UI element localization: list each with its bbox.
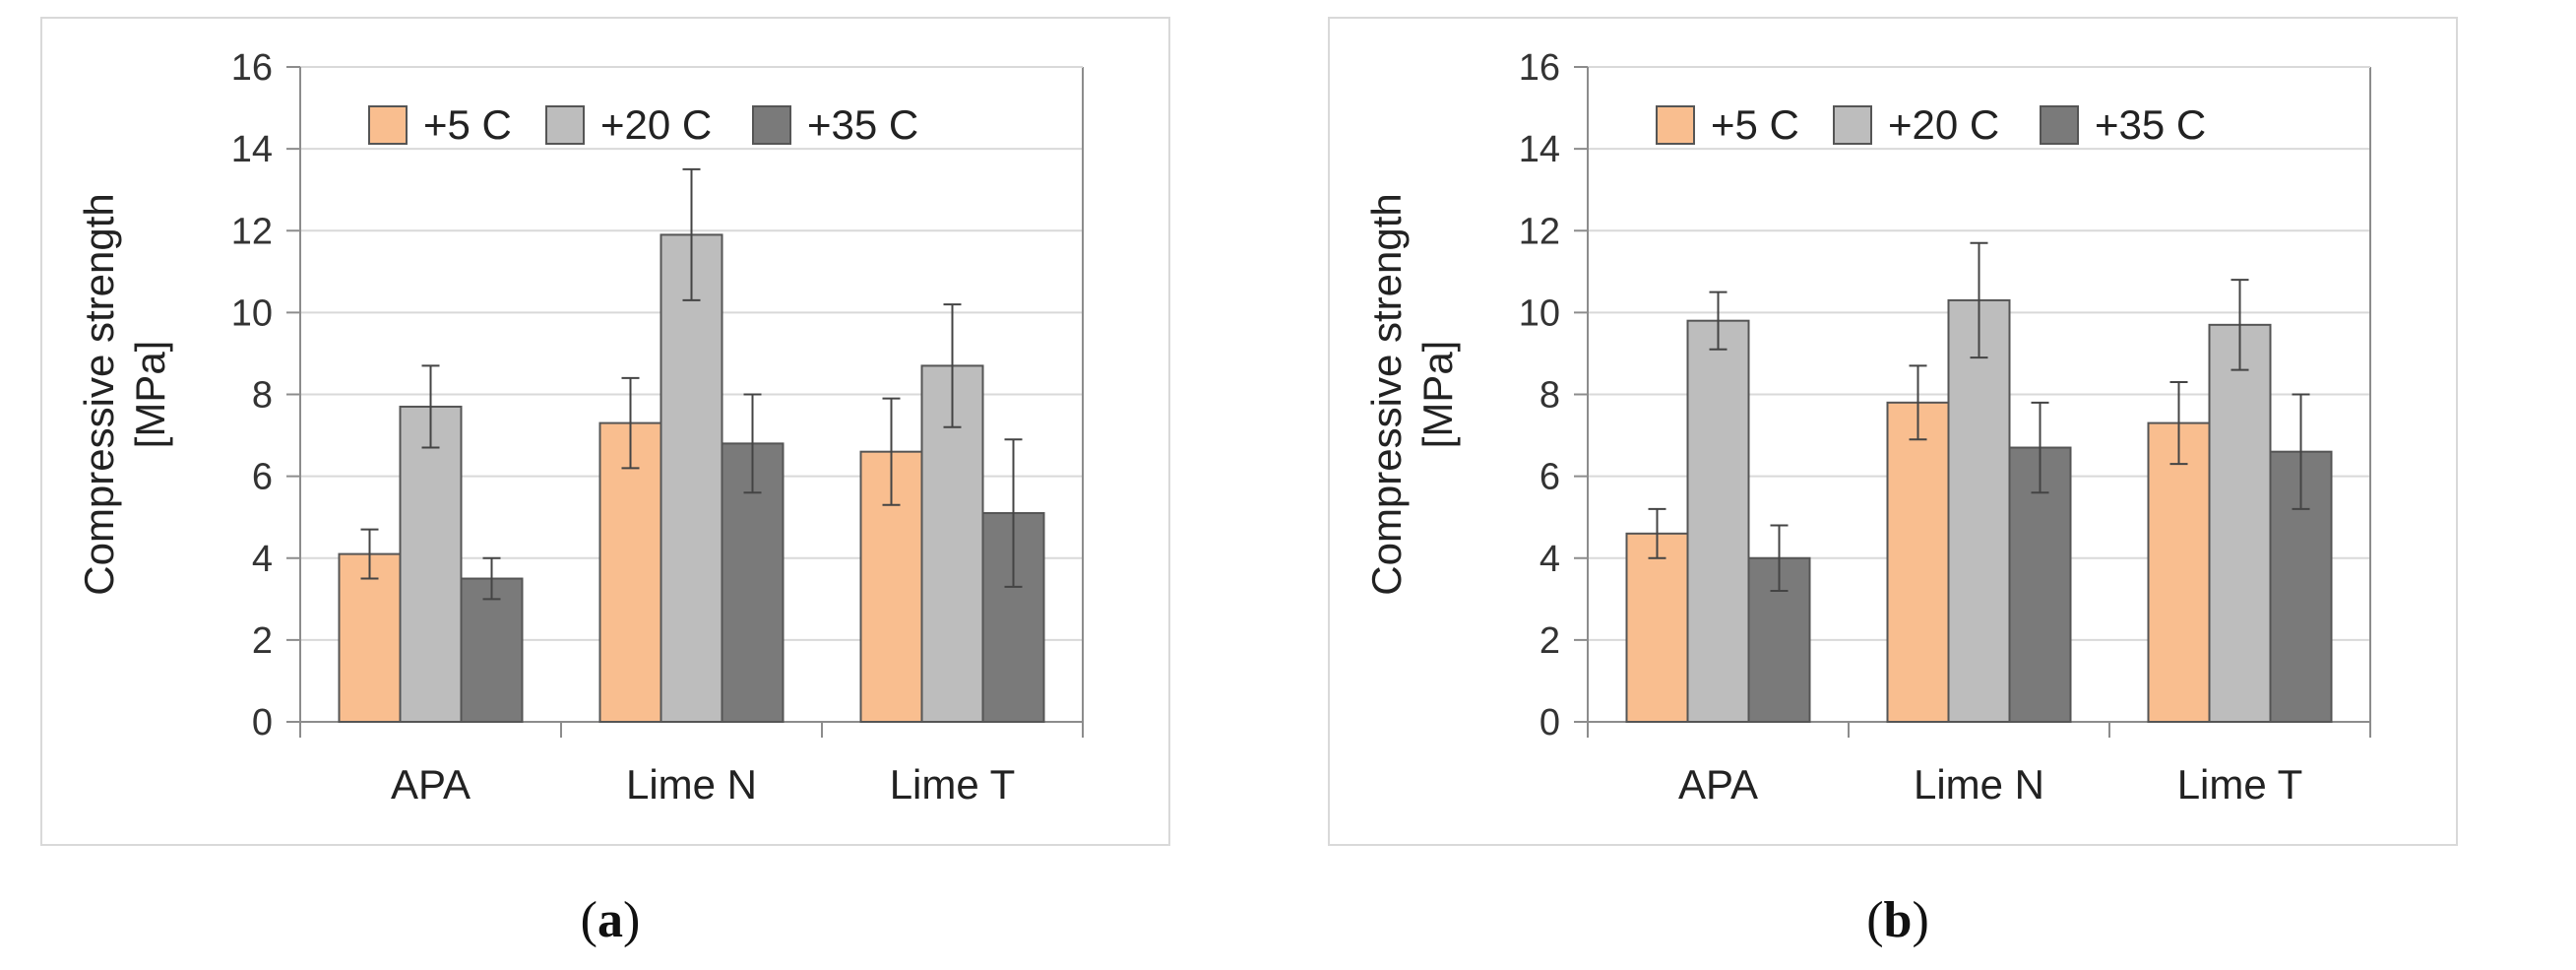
bar-chart-b: 0 2 4 6 8 10 12 14 16 APA Lime N Lime T +5 C +20 C +35…: [1328, 17, 2458, 846]
chart-panel-a: 0 2 4 6 8 10 12 14 16 APA Lime N Lime T +5 C +20 C +35…: [40, 17, 1170, 948]
bar-chart-a: 0 2 4 6 8 10 12 14 16 APA Lime N Lime T +5 C +20 C +35…: [40, 17, 1170, 846]
x-category-label: Lime N: [1914, 761, 2044, 808]
bar: [2208, 323, 2272, 723]
y-tick-label: 8: [1539, 375, 1560, 417]
y-tick-label: 12: [1519, 211, 1560, 252]
y-axis-label-line1: Compressive strength: [76, 193, 122, 596]
y-axis-label-line1: Compressive strength: [1363, 193, 1410, 596]
legend-label: +35 C: [807, 101, 918, 148]
y-tick-label: 14: [1519, 129, 1560, 170]
y-axis-label-line2: [MPa]: [1414, 341, 1461, 449]
legend-swatch: [368, 105, 408, 145]
legend-swatch: [1833, 105, 1872, 145]
bar: [399, 405, 463, 723]
legend-swatch: [752, 105, 791, 145]
y-tick-label: 0: [252, 702, 273, 744]
y-tick-label: 10: [1519, 292, 1560, 334]
y-axis-label: Compressive strength [MPa]: [1363, 193, 1461, 596]
legend-swatch: [2040, 105, 2079, 145]
panel-caption-b: (b): [1866, 892, 1929, 948]
chart-panel-b: 0 2 4 6 8 10 12 14 16 APA Lime N Lime T +5 C +20 C +35…: [1288, 0, 2575, 970]
y-tick-label: 4: [252, 539, 273, 580]
x-category-label: APA: [391, 761, 471, 808]
legend-label: +35 C: [2095, 101, 2206, 148]
y-tick-label: 0: [1539, 702, 1560, 744]
x-category-label: Lime T: [2177, 761, 2303, 808]
y-tick-label: 4: [1539, 539, 1560, 580]
y-axis-label: Compressive strength [MPa]: [76, 193, 173, 596]
x-category-label: APA: [1678, 761, 1758, 808]
x-category-label: Lime N: [626, 761, 757, 808]
bar: [338, 552, 402, 723]
bar: [1947, 298, 2011, 723]
legend-label: +20 C: [600, 101, 712, 148]
y-tick-label: 12: [231, 211, 273, 252]
legend-swatch: [1656, 105, 1695, 145]
bar: [598, 421, 662, 723]
y-tick-label: 10: [231, 292, 273, 334]
y-tick-label: 2: [1539, 620, 1560, 662]
bar: [460, 577, 524, 723]
y-tick-label: 16: [1519, 47, 1560, 89]
y-tick-label: 6: [1539, 457, 1560, 498]
y-tick-label: 16: [231, 47, 273, 89]
legend-label: +20 C: [1888, 101, 1999, 148]
y-tick-label: 6: [252, 457, 273, 498]
legend-label: +5 C: [1711, 101, 1799, 148]
bar: [1625, 532, 1689, 723]
y-tick-label: 14: [231, 129, 273, 170]
bar: [1686, 319, 1750, 723]
bar: [2147, 421, 2211, 723]
panel-caption-a: (a): [580, 892, 641, 948]
y-tick-label: 8: [252, 375, 273, 417]
legend-swatch: [545, 105, 585, 145]
x-category-label: Lime T: [890, 761, 1016, 808]
y-axis-label-line2: [MPa]: [127, 341, 173, 449]
bar: [660, 233, 723, 723]
y-tick-label: 2: [252, 620, 273, 662]
legend-label: +5 C: [423, 101, 512, 148]
bar: [1886, 401, 1950, 723]
